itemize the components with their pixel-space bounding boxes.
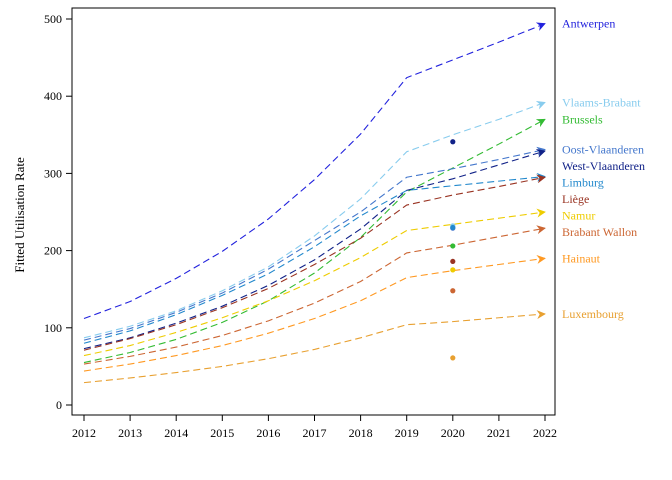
series-label-oost-vlaanderen: Oost-Vlaanderen: [562, 142, 644, 156]
axes: 0 100 200 300 400 500 2012 2013 2014 2015 2016 2017…: [44, 12, 557, 440]
series-line-namur: [83, 208, 546, 357]
series-line-west-vlaanderen: [83, 149, 546, 350]
observed-point-brabant-wallon: [450, 288, 456, 294]
series-label-li-ge: Liège: [562, 192, 589, 206]
x-tick-label: 2016: [256, 426, 280, 440]
x-tick-label: 2013: [118, 426, 142, 440]
x-tick-label: 2022: [533, 426, 557, 440]
series-label-limburg: Limburg: [562, 175, 604, 189]
x-tick-label: 2012: [72, 426, 96, 440]
series-label-brabant-wallon: Brabant Wallon: [562, 225, 637, 239]
x-tick-label: 2014: [164, 426, 188, 440]
series-line-brussels: [83, 118, 546, 364]
series-line-oost-vlaanderen: [83, 146, 546, 341]
series-lines: [83, 22, 546, 384]
x-tick-label: 2021: [487, 426, 511, 440]
series-label-brussels: Brussels: [562, 112, 603, 126]
series-labels: Antwerpen Vlaams-Brabant Brussels Oost-Vlaa…: [562, 17, 645, 321]
x-tick-label: 2018: [349, 426, 373, 440]
x-tick-label: 2020: [441, 426, 465, 440]
series-label-hainaut: Hainaut: [562, 251, 601, 265]
series-label-namur: Namur: [562, 208, 595, 222]
y-axis-title: Fitted Utilisation Rate: [12, 157, 27, 273]
y-tick-label: 100: [44, 321, 62, 335]
observed-point-west-vlaanderen: [450, 139, 456, 145]
observed-point-namur: [450, 267, 456, 273]
x-tick-label: 2017: [303, 426, 327, 440]
y-tick-label: 500: [44, 12, 62, 26]
series-line-li-ge: [83, 174, 546, 351]
series-label-vlaams-brabant: Vlaams-Brabant: [562, 95, 641, 109]
series-label-west-vlaanderen: West-Vlaanderen: [562, 159, 645, 173]
series-label-luxembourg: Luxembourg: [562, 307, 624, 321]
observed-point-li-ge: [450, 258, 456, 265]
y-tick-label: 0: [56, 398, 62, 412]
series-line-brabant-wallon: [83, 225, 546, 365]
x-tick-label: 2019: [395, 426, 419, 440]
plot-frame: [71, 7, 556, 416]
series-label-antwerpen: Antwerpen: [562, 17, 615, 31]
observed-point-luxembourg: [450, 355, 456, 361]
series-line-vlaams-brabant: [83, 100, 546, 339]
series-line-antwerpen: [83, 22, 546, 320]
x-tick-label: 2015: [210, 426, 234, 440]
series-line-luxembourg: [83, 310, 546, 384]
series-line-hainaut: [83, 254, 546, 372]
y-tick-label: 200: [44, 244, 62, 258]
observed-point-brussels: [450, 243, 456, 249]
observed-point-limburg: [450, 224, 456, 231]
y-tick-label: 300: [44, 166, 62, 180]
observed-points: [450, 139, 456, 361]
series-line-limburg: [83, 172, 546, 344]
y-tick-label: 400: [44, 89, 62, 103]
